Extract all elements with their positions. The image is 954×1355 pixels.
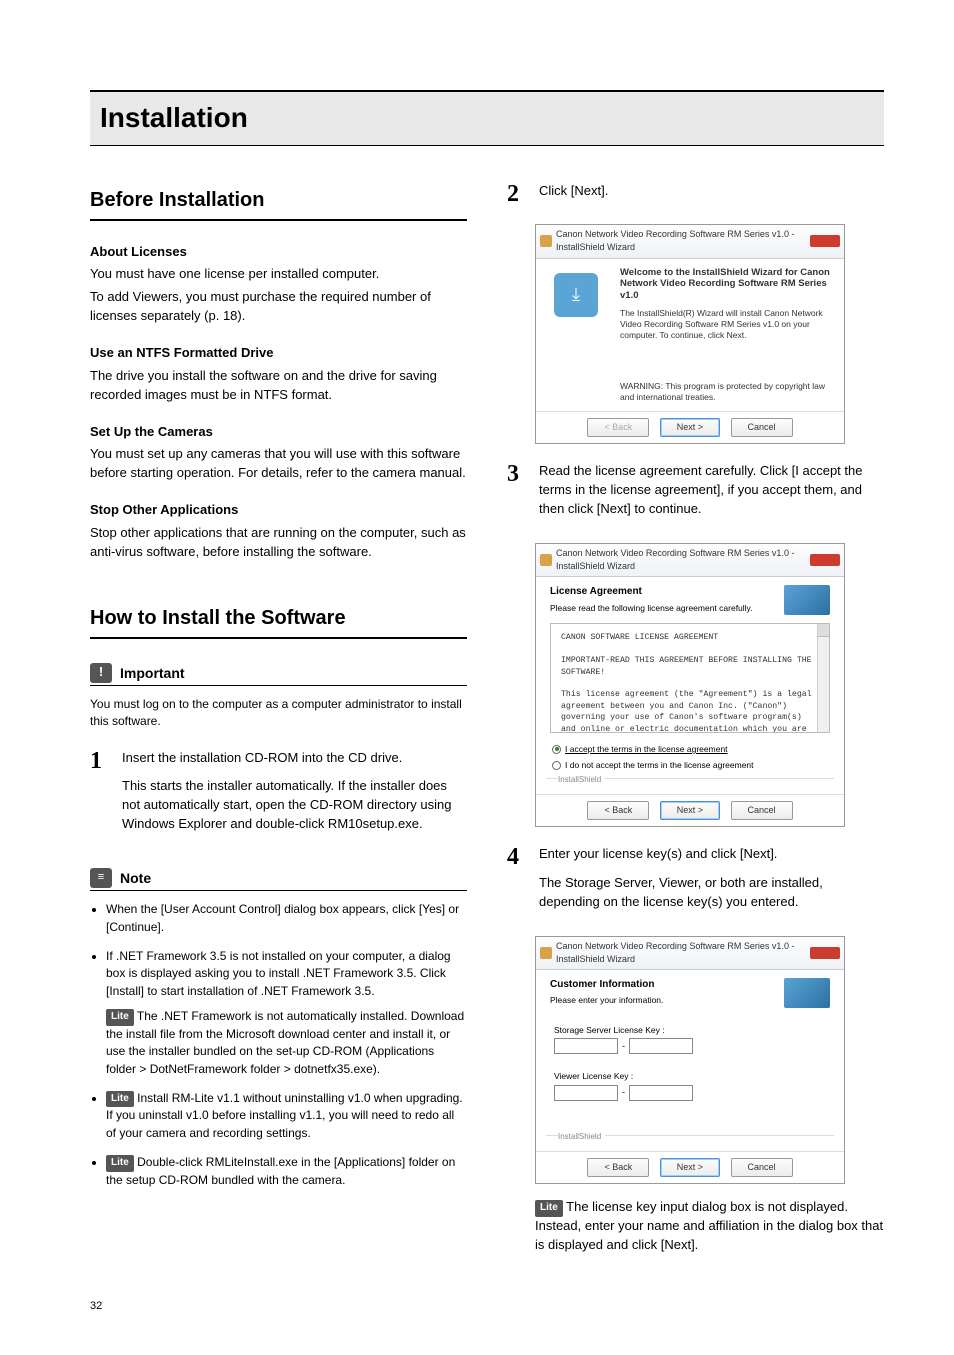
after-step4-note: Lite The license key input dialog box is… [535, 1198, 884, 1255]
storage-key-input[interactable]: - [554, 1038, 826, 1054]
note-item-1: When the [User Account Control] dialog b… [106, 901, 467, 936]
installshield-label: InstallShield [558, 1132, 605, 1141]
cancel-button[interactable]: Cancel [731, 418, 793, 437]
chapter-title: Installation [90, 90, 884, 146]
installshield-label: InstallShield [558, 775, 605, 784]
cameras-p1: You must set up any cameras that you wil… [90, 445, 467, 483]
radio-accept-label: I accept the terms in the license agreem… [565, 743, 728, 755]
lite-badge: Lite [106, 1155, 134, 1172]
step-4: 4 Enter your license key(s) and click [N… [507, 845, 884, 922]
note-item-4: Lite Double-click RMLiteInstall.exe in t… [106, 1154, 467, 1189]
section-how-to-install: How to Install the Software [90, 604, 467, 639]
left-column: Before Installation About Licenses You m… [90, 182, 467, 1259]
step-2-number: 2 [507, 182, 527, 211]
wizard-banner-icon [784, 585, 830, 615]
back-button[interactable]: < Back [587, 1158, 649, 1177]
step-1-number: 1 [90, 749, 110, 844]
cancel-button[interactable]: Cancel [731, 1158, 793, 1177]
step-4-number: 4 [507, 845, 527, 922]
step-1-lead: Insert the installation CD-ROM into the … [122, 749, 467, 768]
next-button[interactable]: Next > [660, 418, 720, 437]
step-2: 2 Click [Next]. [507, 182, 884, 211]
note-label: Note [120, 868, 151, 888]
accept-radio-row[interactable]: I accept the terms in the license agreem… [536, 741, 844, 757]
wizard-text1: The InstallShield(R) Wizard will install… [620, 308, 832, 341]
license-line3: This license agreement (the "Agreement")… [561, 689, 819, 733]
note-item-2: If .NET Framework 3.5 is not installed o… [106, 948, 467, 1078]
scrollbar[interactable] [817, 624, 829, 732]
note-list: When the [User Account Control] dialog b… [90, 901, 467, 1189]
note-item-3-text: Install RM-Lite v1.1 without uninstallin… [106, 1091, 463, 1140]
important-text: You must log on to the computer as a com… [90, 696, 467, 731]
step-4-para: The Storage Server, Viewer, or both are … [539, 874, 884, 912]
radio-accept[interactable] [552, 745, 561, 754]
step-2-lead: Click [Next]. [539, 182, 884, 201]
wizard-art-icon: ⤓ [554, 273, 598, 317]
installer-customer-dialog: Canon Network Video Recording Software R… [535, 936, 845, 1184]
viewer-key-label: Viewer License Key : [554, 1070, 826, 1082]
next-button[interactable]: Next > [660, 801, 720, 820]
decline-radio-row[interactable]: I do not accept the terms in the license… [536, 757, 844, 773]
wizard-banner-icon [784, 978, 830, 1008]
heading-ntfs: Use an NTFS Formatted Drive [90, 344, 467, 363]
stop-p1: Stop other applications that are running… [90, 524, 467, 562]
heading-cameras: Set Up the Cameras [90, 423, 467, 442]
dialog-icon [540, 947, 552, 959]
close-icon[interactable] [810, 947, 840, 959]
lite-badge: Lite [106, 1009, 134, 1026]
dialog-icon [540, 554, 552, 566]
important-icon: ! [90, 663, 112, 683]
after-step4-text: The license key input dialog box is not … [535, 1199, 883, 1252]
close-icon[interactable] [810, 235, 840, 247]
viewer-key-input[interactable]: - [554, 1085, 826, 1101]
dialog-title: Canon Network Video Recording Software R… [556, 228, 806, 254]
note-item-2-lite: The .NET Framework is not automatically … [106, 1009, 464, 1075]
wizard-heading: Welcome to the InstallShield Wizard for … [620, 267, 832, 303]
license-text-box[interactable]: CANON SOFTWARE LICENSE AGREEMENT IMPORTA… [550, 623, 830, 733]
next-button[interactable]: Next > [660, 1158, 720, 1177]
page-number: 32 [90, 1299, 884, 1315]
right-column: 2 Click [Next]. Canon Network Video Reco… [507, 182, 884, 1259]
radio-decline-label: I do not accept the terms in the license… [565, 759, 754, 771]
section-before-installation: Before Installation [90, 186, 467, 221]
license-line1: CANON SOFTWARE LICENSE AGREEMENT [561, 632, 819, 643]
storage-key-label: Storage Server License Key : [554, 1024, 826, 1036]
two-column-layout: Before Installation About Licenses You m… [90, 182, 884, 1259]
back-button: < Back [587, 418, 649, 437]
dialog-title: Canon Network Video Recording Software R… [556, 940, 806, 966]
ntfs-p1: The drive you install the software on an… [90, 367, 467, 405]
note-callout: ≡ Note [90, 868, 467, 891]
heading-about-licenses: About Licenses [90, 243, 467, 262]
step-1-para: This starts the installer automatically.… [122, 777, 467, 834]
cancel-button[interactable]: Cancel [731, 801, 793, 820]
wizard-text2: WARNING: This program is protected by co… [620, 381, 832, 403]
heading-stop-apps: Stop Other Applications [90, 501, 467, 520]
radio-decline[interactable] [552, 761, 561, 770]
step-4-lead: Enter your license key(s) and click [Nex… [539, 845, 884, 864]
step-3-number: 3 [507, 462, 527, 529]
dialog-title: Canon Network Video Recording Software R… [556, 547, 806, 573]
step-1: 1 Insert the installation CD-ROM into th… [90, 749, 467, 844]
dialog-icon [540, 235, 552, 247]
licenses-p1: You must have one license per installed … [90, 265, 467, 284]
lite-badge: Lite [535, 1200, 563, 1217]
important-label: Important [120, 663, 185, 683]
step-3-lead: Read the license agreement carefully. Cl… [539, 462, 884, 519]
close-icon[interactable] [810, 554, 840, 566]
important-callout: ! Important [90, 663, 467, 686]
back-button[interactable]: < Back [587, 801, 649, 820]
installer-license-dialog: Canon Network Video Recording Software R… [535, 543, 845, 827]
licenses-p2: To add Viewers, you must purchase the re… [90, 288, 467, 326]
step-3: 3 Read the license agreement carefully. … [507, 462, 884, 529]
license-line2: IMPORTANT-READ THIS AGREEMENT BEFORE INS… [561, 655, 819, 678]
installer-welcome-dialog: Canon Network Video Recording Software R… [535, 224, 845, 444]
note-item-4-text: Double-click RMLiteInstall.exe in the [A… [106, 1155, 455, 1187]
note-item-3: Lite Install RM-Lite v1.1 without uninst… [106, 1090, 467, 1142]
lite-badge: Lite [106, 1091, 134, 1108]
note-icon: ≡ [90, 868, 112, 888]
note-item-2-text: If .NET Framework 3.5 is not installed o… [106, 949, 451, 998]
